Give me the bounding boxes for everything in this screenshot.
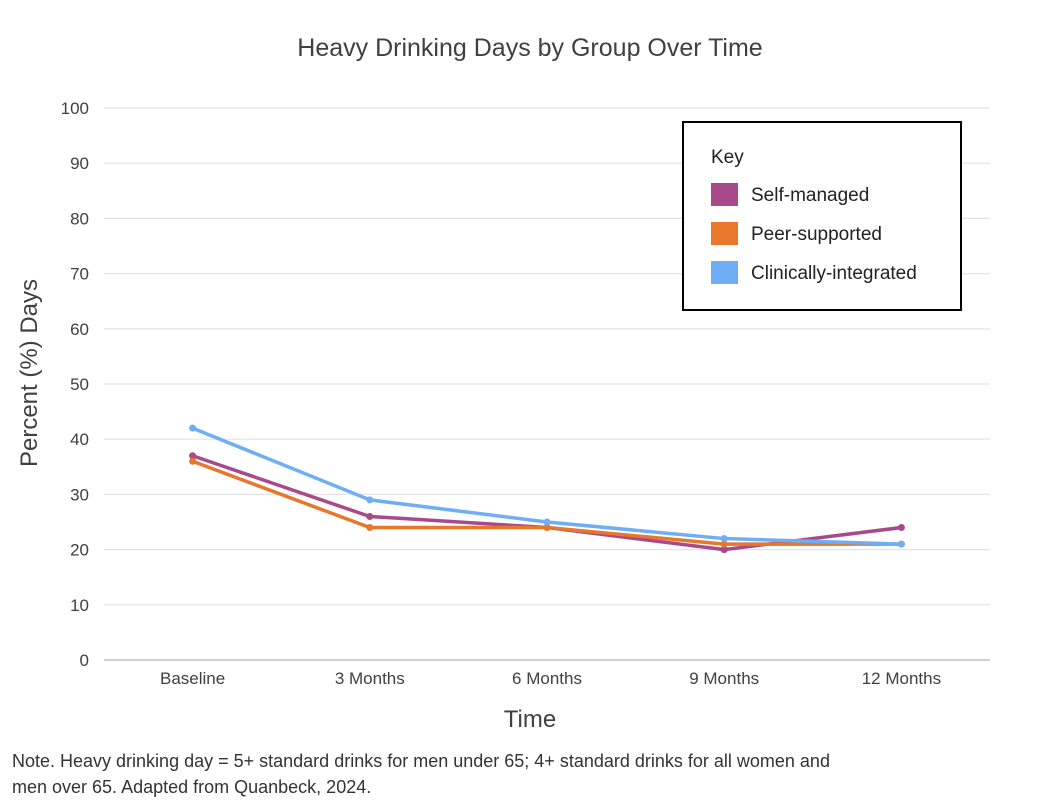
y-axis-ticks: 0 10 20 30 40 50 60 70 80 90 100: [61, 99, 89, 670]
y-tick-label: 10: [70, 596, 89, 615]
note-line-2: men over 65. Adapted from Quanbeck, 2024…: [12, 777, 372, 797]
y-tick-label: 20: [70, 541, 89, 560]
x-tick-label: 6 Months: [512, 669, 582, 688]
data-point: [189, 457, 197, 465]
y-axis-label: Percent (%) Days: [16, 279, 43, 467]
data-point: [366, 524, 374, 532]
legend-swatch: [711, 261, 738, 284]
series-lines: [189, 424, 905, 554]
data-point: [366, 496, 374, 504]
x-tick-label: 9 Months: [689, 669, 759, 688]
legend-items: Self-managed Peer-supported Clinically-int…: [711, 183, 917, 284]
x-tick-label: 3 Months: [335, 669, 405, 688]
data-point: [720, 540, 728, 548]
legend-swatch: [711, 183, 738, 206]
y-tick-label: 100: [61, 99, 89, 118]
legend-swatch: [711, 222, 738, 245]
gridlines: [104, 107, 990, 606]
data-point: [543, 518, 551, 526]
y-tick-label: 0: [80, 651, 89, 670]
y-tick-label: 60: [70, 320, 89, 339]
y-tick-label: 70: [70, 265, 89, 284]
legend-label: Peer-supported: [751, 224, 882, 245]
series-self-managed: [189, 452, 905, 554]
series-clinically-integrated: [189, 424, 905, 548]
data-point: [189, 452, 197, 460]
data-point: [543, 524, 551, 532]
data-point: [720, 535, 728, 543]
x-axis-label: Time: [504, 706, 556, 733]
figure-note: Note. Heavy drinking day = 5+ standard d…: [12, 748, 1012, 800]
x-tick-label: Baseline: [160, 669, 225, 688]
data-point: [189, 424, 197, 432]
legend-label: Clinically-integrated: [751, 263, 917, 284]
y-tick-label: 30: [70, 485, 89, 504]
legend: Key Self-managed Peer-supported Clinically…: [682, 121, 962, 311]
y-tick-label: 50: [70, 375, 89, 394]
legend-title: Key: [711, 147, 744, 168]
x-axis-ticks: Baseline 3 Months 6 Months 9 Months 12 Month…: [160, 669, 941, 688]
data-point: [720, 546, 728, 554]
y-tick-label: 40: [70, 430, 89, 449]
note-line-1: Note. Heavy drinking day = 5+ standard d…: [12, 751, 830, 771]
series-line: [190, 459, 904, 546]
legend-label: Self-managed: [751, 185, 869, 206]
y-tick-label: 80: [70, 209, 89, 228]
chart-title: Heavy Drinking Days by Group Over Time: [297, 34, 762, 62]
x-tick-label: 12 Months: [862, 669, 941, 688]
data-point: [897, 540, 905, 548]
data-point: [366, 512, 374, 520]
y-tick-label: 90: [70, 154, 89, 173]
data-point: [897, 524, 905, 532]
